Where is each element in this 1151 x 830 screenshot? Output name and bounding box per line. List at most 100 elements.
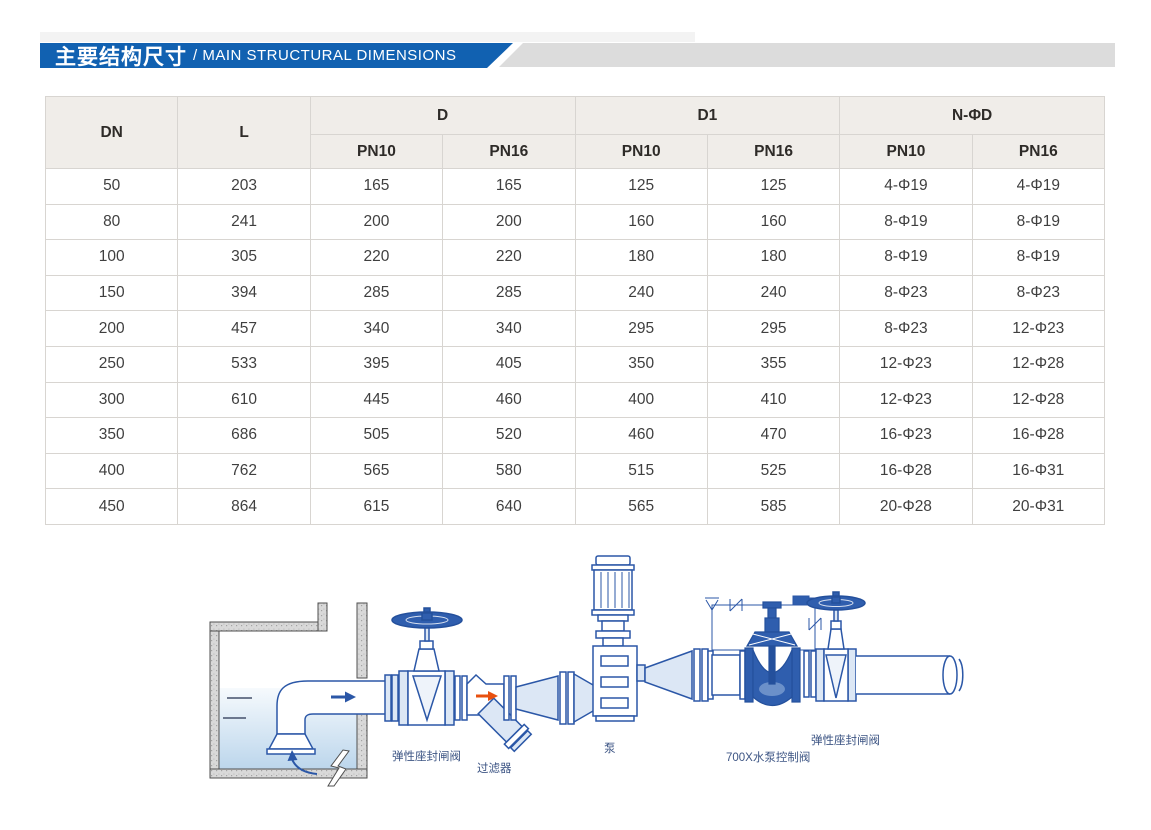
table-cell: 12-Φ28 [971,381,1106,419]
suction-pipe [266,680,400,755]
table-cell: 200 [442,203,576,241]
table-cell: 615 [309,488,444,525]
handwheel-icon [806,591,866,611]
table-cell: 395 [309,345,444,383]
intake-arrow-icon [287,750,318,775]
table-cell: 585 [706,488,841,525]
table-cell: 460 [574,417,708,454]
wall-break-mark [327,749,350,787]
table-cell: 180 [706,239,841,276]
table-cell: 12-Φ28 [971,345,1106,383]
header-ghost-strip [40,32,695,42]
strainer-flow-arrow-icon [476,691,498,701]
outlet-reducers [644,648,746,702]
table-cell: 150 [44,274,179,312]
table-cell: 220 [442,239,576,276]
table-row: 350 686 505 520 460 470 16-Φ23 16-Φ28 [44,417,1106,454]
table-row: 150 394 285 285 240 240 8-Φ23 8-Φ23 [44,274,1106,312]
control-valve-700x [705,595,822,707]
table-row: 100 305 220 220 180 180 8-Φ19 8-Φ19 [44,239,1106,276]
column-subheader: PN10 [309,134,444,169]
table-cell: 125 [574,168,708,205]
table-cell: 12-Φ23 [839,381,973,419]
table-cell: 80 [44,203,179,241]
table-cell: 50 [44,168,179,205]
table-cell: 8-Φ19 [971,239,1106,276]
table-cell: 405 [442,345,576,383]
section-header-bar: 主要结构尺寸 / MAIN STRUCTURAL DIMENSIONS [40,43,513,68]
table-cell: 400 [574,381,708,419]
table-cell: 864 [177,488,311,525]
table-cell: 300 [44,381,179,419]
table-cell: 505 [309,417,444,454]
table-cell: 515 [574,452,708,490]
table-cell: 580 [442,452,576,490]
section-header-tail [499,43,1115,67]
table-cell: 445 [309,381,444,419]
table-cell: 565 [574,488,708,525]
table-cell: 20-Φ28 [839,488,973,525]
gate-valve-right [803,591,866,702]
table-cell: 8-Φ23 [839,274,973,312]
table-cell: 640 [442,488,576,525]
table-cell: 457 [177,310,311,347]
table-cell: 520 [442,417,576,454]
table-cell: 8-Φ19 [971,203,1106,241]
table-cell: 250 [44,345,179,383]
table-cell: 100 [44,239,179,276]
column-subheader: PN16 [706,134,841,169]
table-cell: 460 [442,381,576,419]
handwheel-icon [391,607,463,629]
table-cell: 350 [44,417,179,454]
table-cell: 125 [706,168,841,205]
column-subheader: PN10 [839,134,973,169]
table-cell: 355 [706,345,841,383]
table-cell: 8-Φ23 [839,310,973,347]
bell-mouth [267,733,315,750]
table-cell: 20-Φ31 [971,488,1106,525]
table-cell: 340 [309,310,444,347]
table-cell: 165 [309,168,444,205]
table-cell: 450 [44,488,179,525]
table-row: 450 864 615 640 565 585 20-Φ28 20-Φ31 [44,488,1106,525]
table-cell: 16-Φ31 [971,452,1106,490]
table-cell: 12-Φ23 [839,345,973,383]
column-subheader: PN16 [971,134,1106,169]
section-title-zh: 主要结构尺寸 [55,45,187,69]
table-cell: 350 [574,345,708,383]
table-cell: 200 [309,203,444,241]
table-cell: 285 [309,274,444,312]
table-cell: 305 [177,239,311,276]
table-row: 300 610 445 460 400 410 12-Φ23 12-Φ28 [44,381,1106,419]
table-cell: 295 [574,310,708,347]
table-cell: 180 [574,239,708,276]
table-cell: 16-Φ28 [971,417,1106,454]
table-cell: 525 [706,452,841,490]
label-gate-valve-right: 弹性座封闸阀 [811,733,880,747]
table-body: 50 203 165 165 125 125 4-Φ19 4-Φ19 80 241 200 200 16… [44,168,1106,525]
gate-valve-left [384,607,463,726]
table-head: DN L D D1 N-ΦD PN10 PN16 PN10 PN16 PN10 PN16 [44,96,1106,169]
column-subheader: PN16 [442,134,576,169]
table-cell: 220 [309,239,444,276]
table-cell: 285 [442,274,576,312]
flow-arrow-icon [331,691,356,703]
discharge-pipe [856,655,964,695]
table-cell: 200 [44,310,179,347]
table-cell: 240 [706,274,841,312]
table-cell: 610 [177,381,311,419]
table-cell: 340 [442,310,576,347]
table-cell: 241 [177,203,311,241]
column-header: D [309,96,576,135]
table-cell: 8-Φ19 [839,203,973,241]
valve-bonnet [827,628,845,650]
inlet-reducers [515,671,601,725]
table-cell: 470 [706,417,841,454]
table-cell: 4-Φ19 [839,168,973,205]
valve-wedge [825,654,847,699]
valve-bonnet [413,648,440,672]
section-title-en: / MAIN STRUCTURAL DIMENSIONS [193,47,457,64]
label-control-valve: 700X水泵控制阀 [726,750,810,764]
table-cell: 16-Φ28 [839,452,973,490]
valve-wedge [411,675,443,723]
